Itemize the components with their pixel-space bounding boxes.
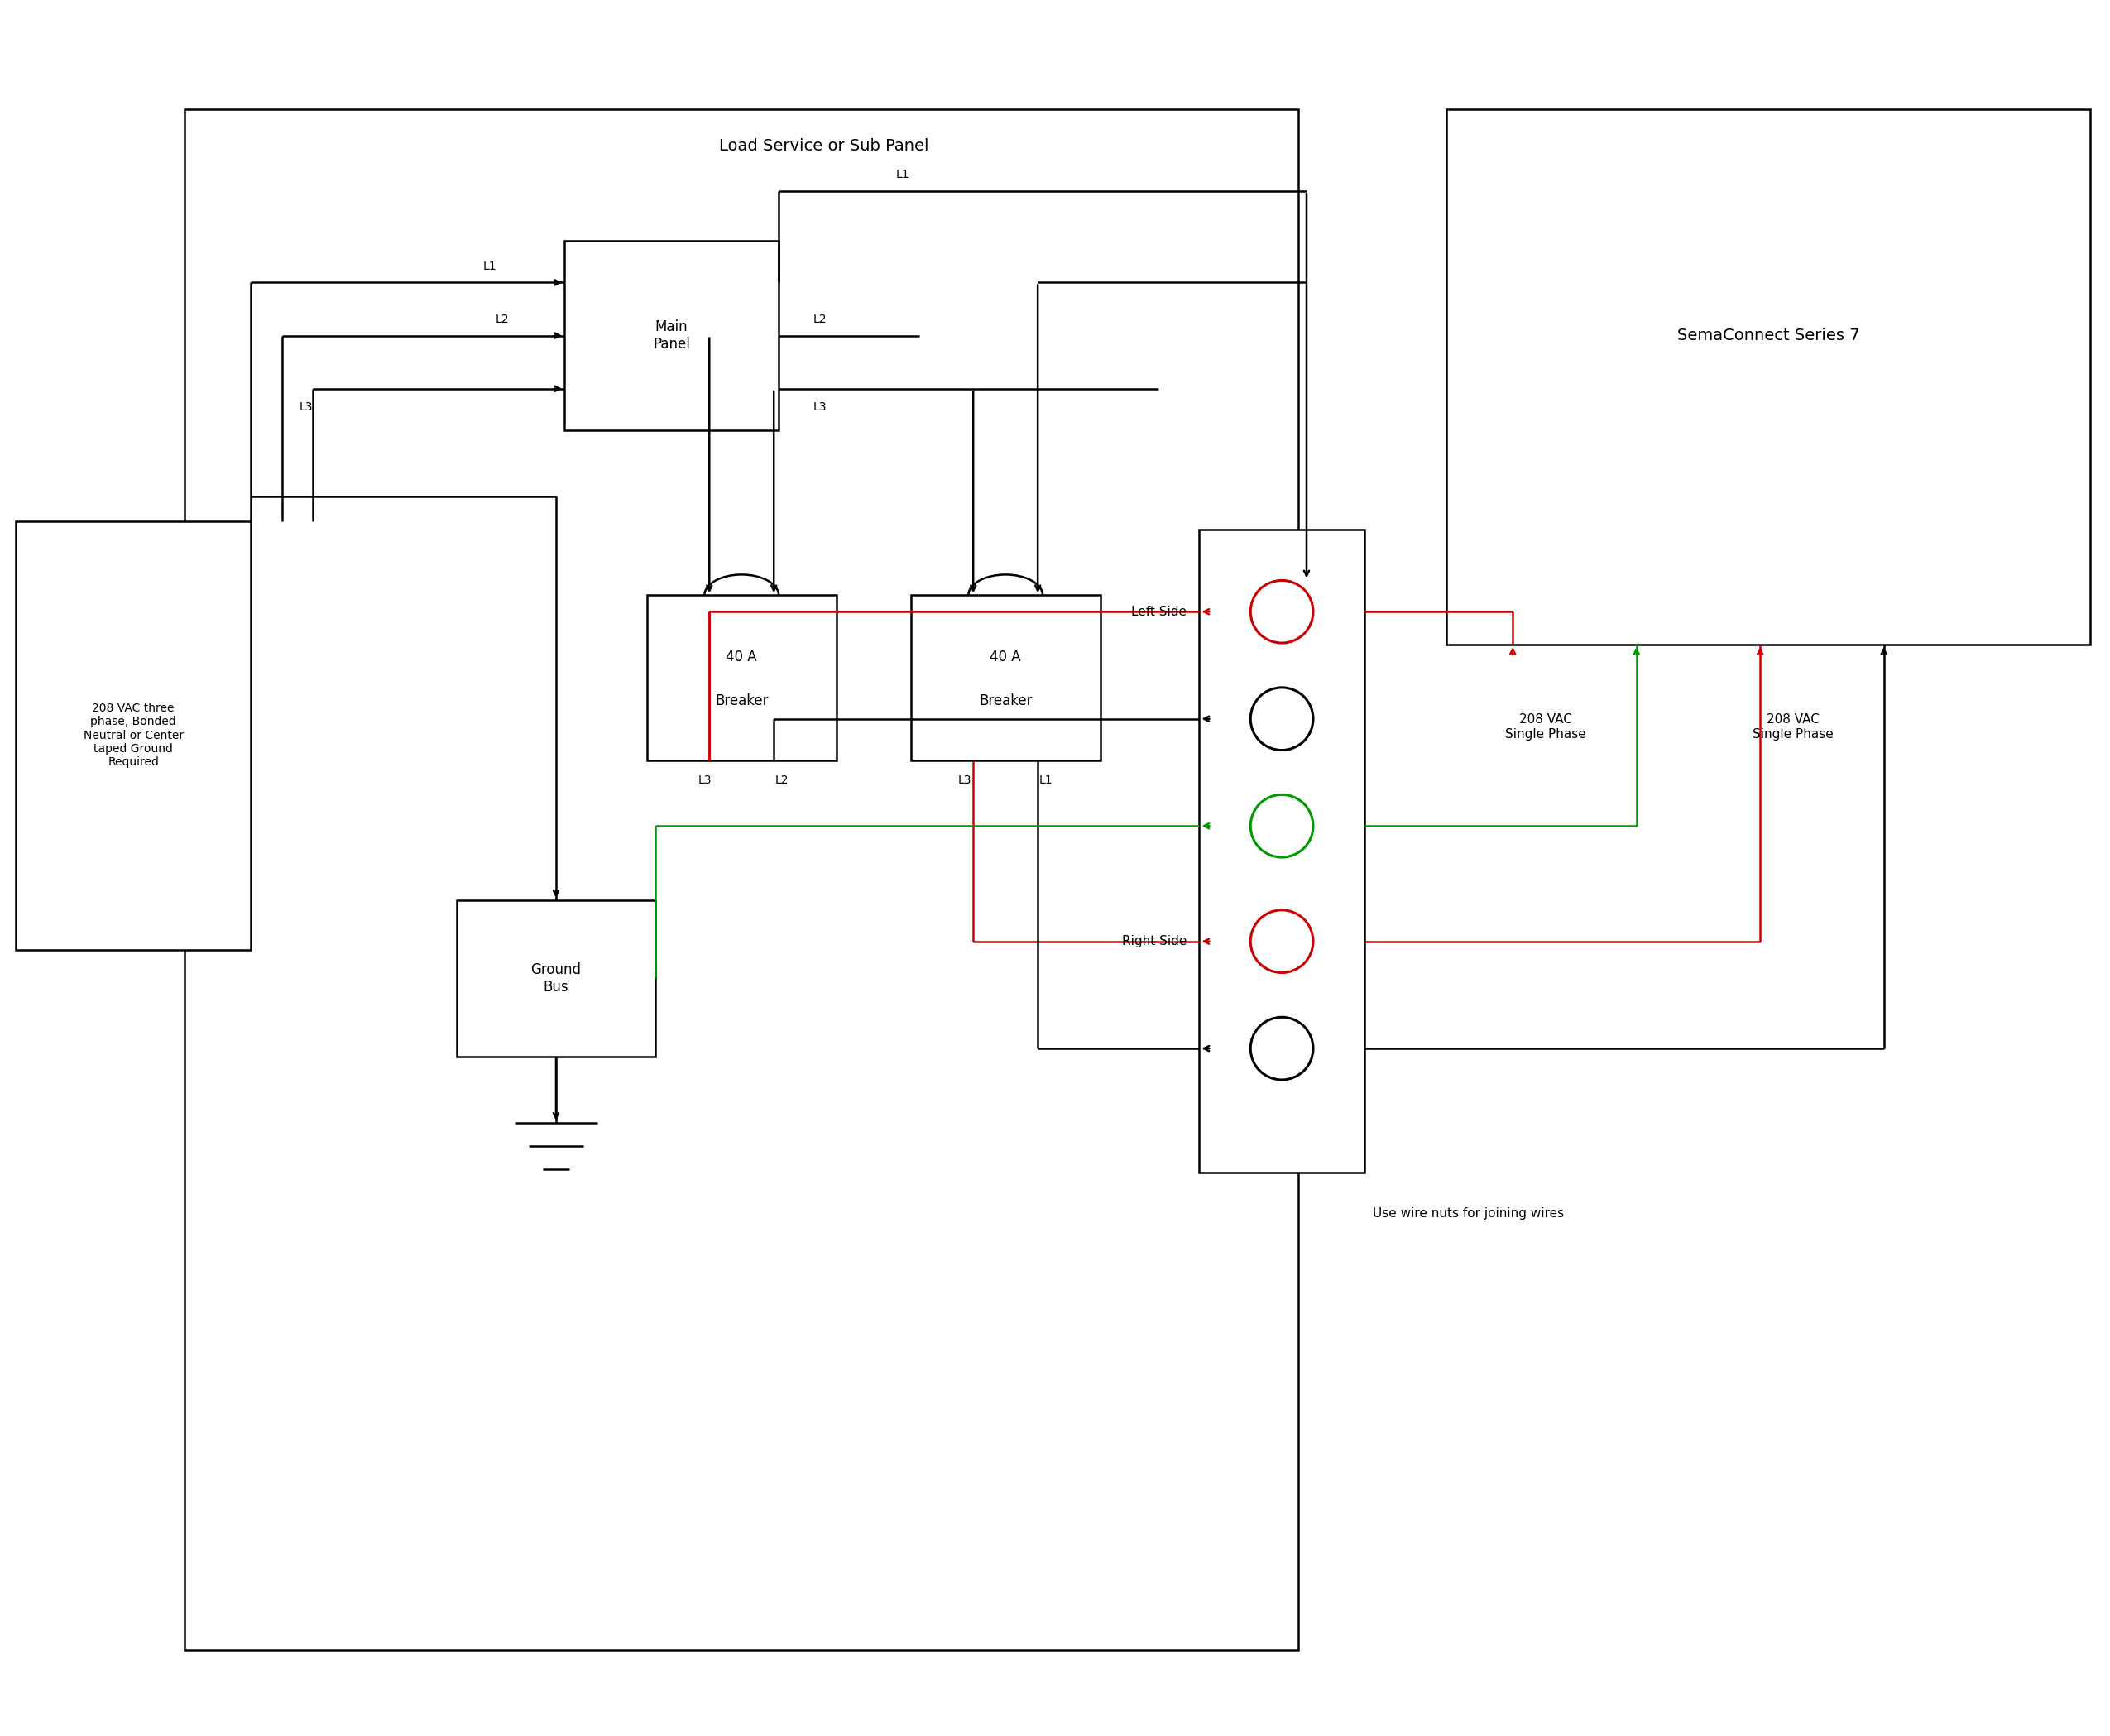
Text: 208 VAC
Single Phase: 208 VAC Single Phase (1753, 713, 1834, 741)
Text: L3: L3 (698, 774, 711, 786)
Bar (1447, 109, 2091, 644)
Text: 40 A: 40 A (990, 649, 1021, 665)
Text: Right Side: Right Side (1123, 936, 1188, 948)
Text: L3: L3 (300, 401, 312, 413)
Bar (1198, 529, 1365, 1172)
Circle shape (1251, 910, 1312, 972)
Text: 40 A: 40 A (726, 649, 757, 665)
Circle shape (1251, 580, 1312, 642)
Text: Left Side: Left Side (1131, 606, 1188, 618)
Circle shape (1251, 687, 1312, 750)
Text: 208 VAC
Single Phase: 208 VAC Single Phase (1504, 713, 1587, 741)
Text: Breaker: Breaker (715, 693, 768, 708)
Bar (15, 521, 251, 950)
Text: L1: L1 (895, 168, 909, 181)
Text: 208 VAC three
phase, Bonded
Neutral or Center
taped Ground
Required: 208 VAC three phase, Bonded Neutral or C… (82, 703, 184, 767)
Text: SemaConnect Series 7: SemaConnect Series 7 (1677, 328, 1859, 344)
Text: Load Service or Sub Panel: Load Service or Sub Panel (720, 139, 928, 155)
Circle shape (1251, 1017, 1312, 1080)
Bar (186, 109, 1298, 1651)
Text: L2: L2 (774, 774, 789, 786)
Text: Use wire nuts for joining wires: Use wire nuts for joining wires (1372, 1207, 1564, 1219)
Text: L1: L1 (1038, 774, 1053, 786)
Circle shape (1251, 795, 1312, 858)
Text: Ground
Bus: Ground Bus (532, 962, 580, 995)
Bar (648, 595, 836, 760)
Bar (563, 241, 779, 431)
Text: L3: L3 (958, 774, 973, 786)
Bar (912, 595, 1099, 760)
Bar (458, 901, 654, 1057)
Text: Breaker: Breaker (979, 693, 1032, 708)
Text: L3: L3 (812, 401, 827, 413)
Text: L2: L2 (496, 312, 509, 325)
Text: L1: L1 (483, 260, 498, 273)
Text: L2: L2 (812, 312, 827, 325)
Text: Main
Panel: Main Panel (652, 319, 690, 352)
